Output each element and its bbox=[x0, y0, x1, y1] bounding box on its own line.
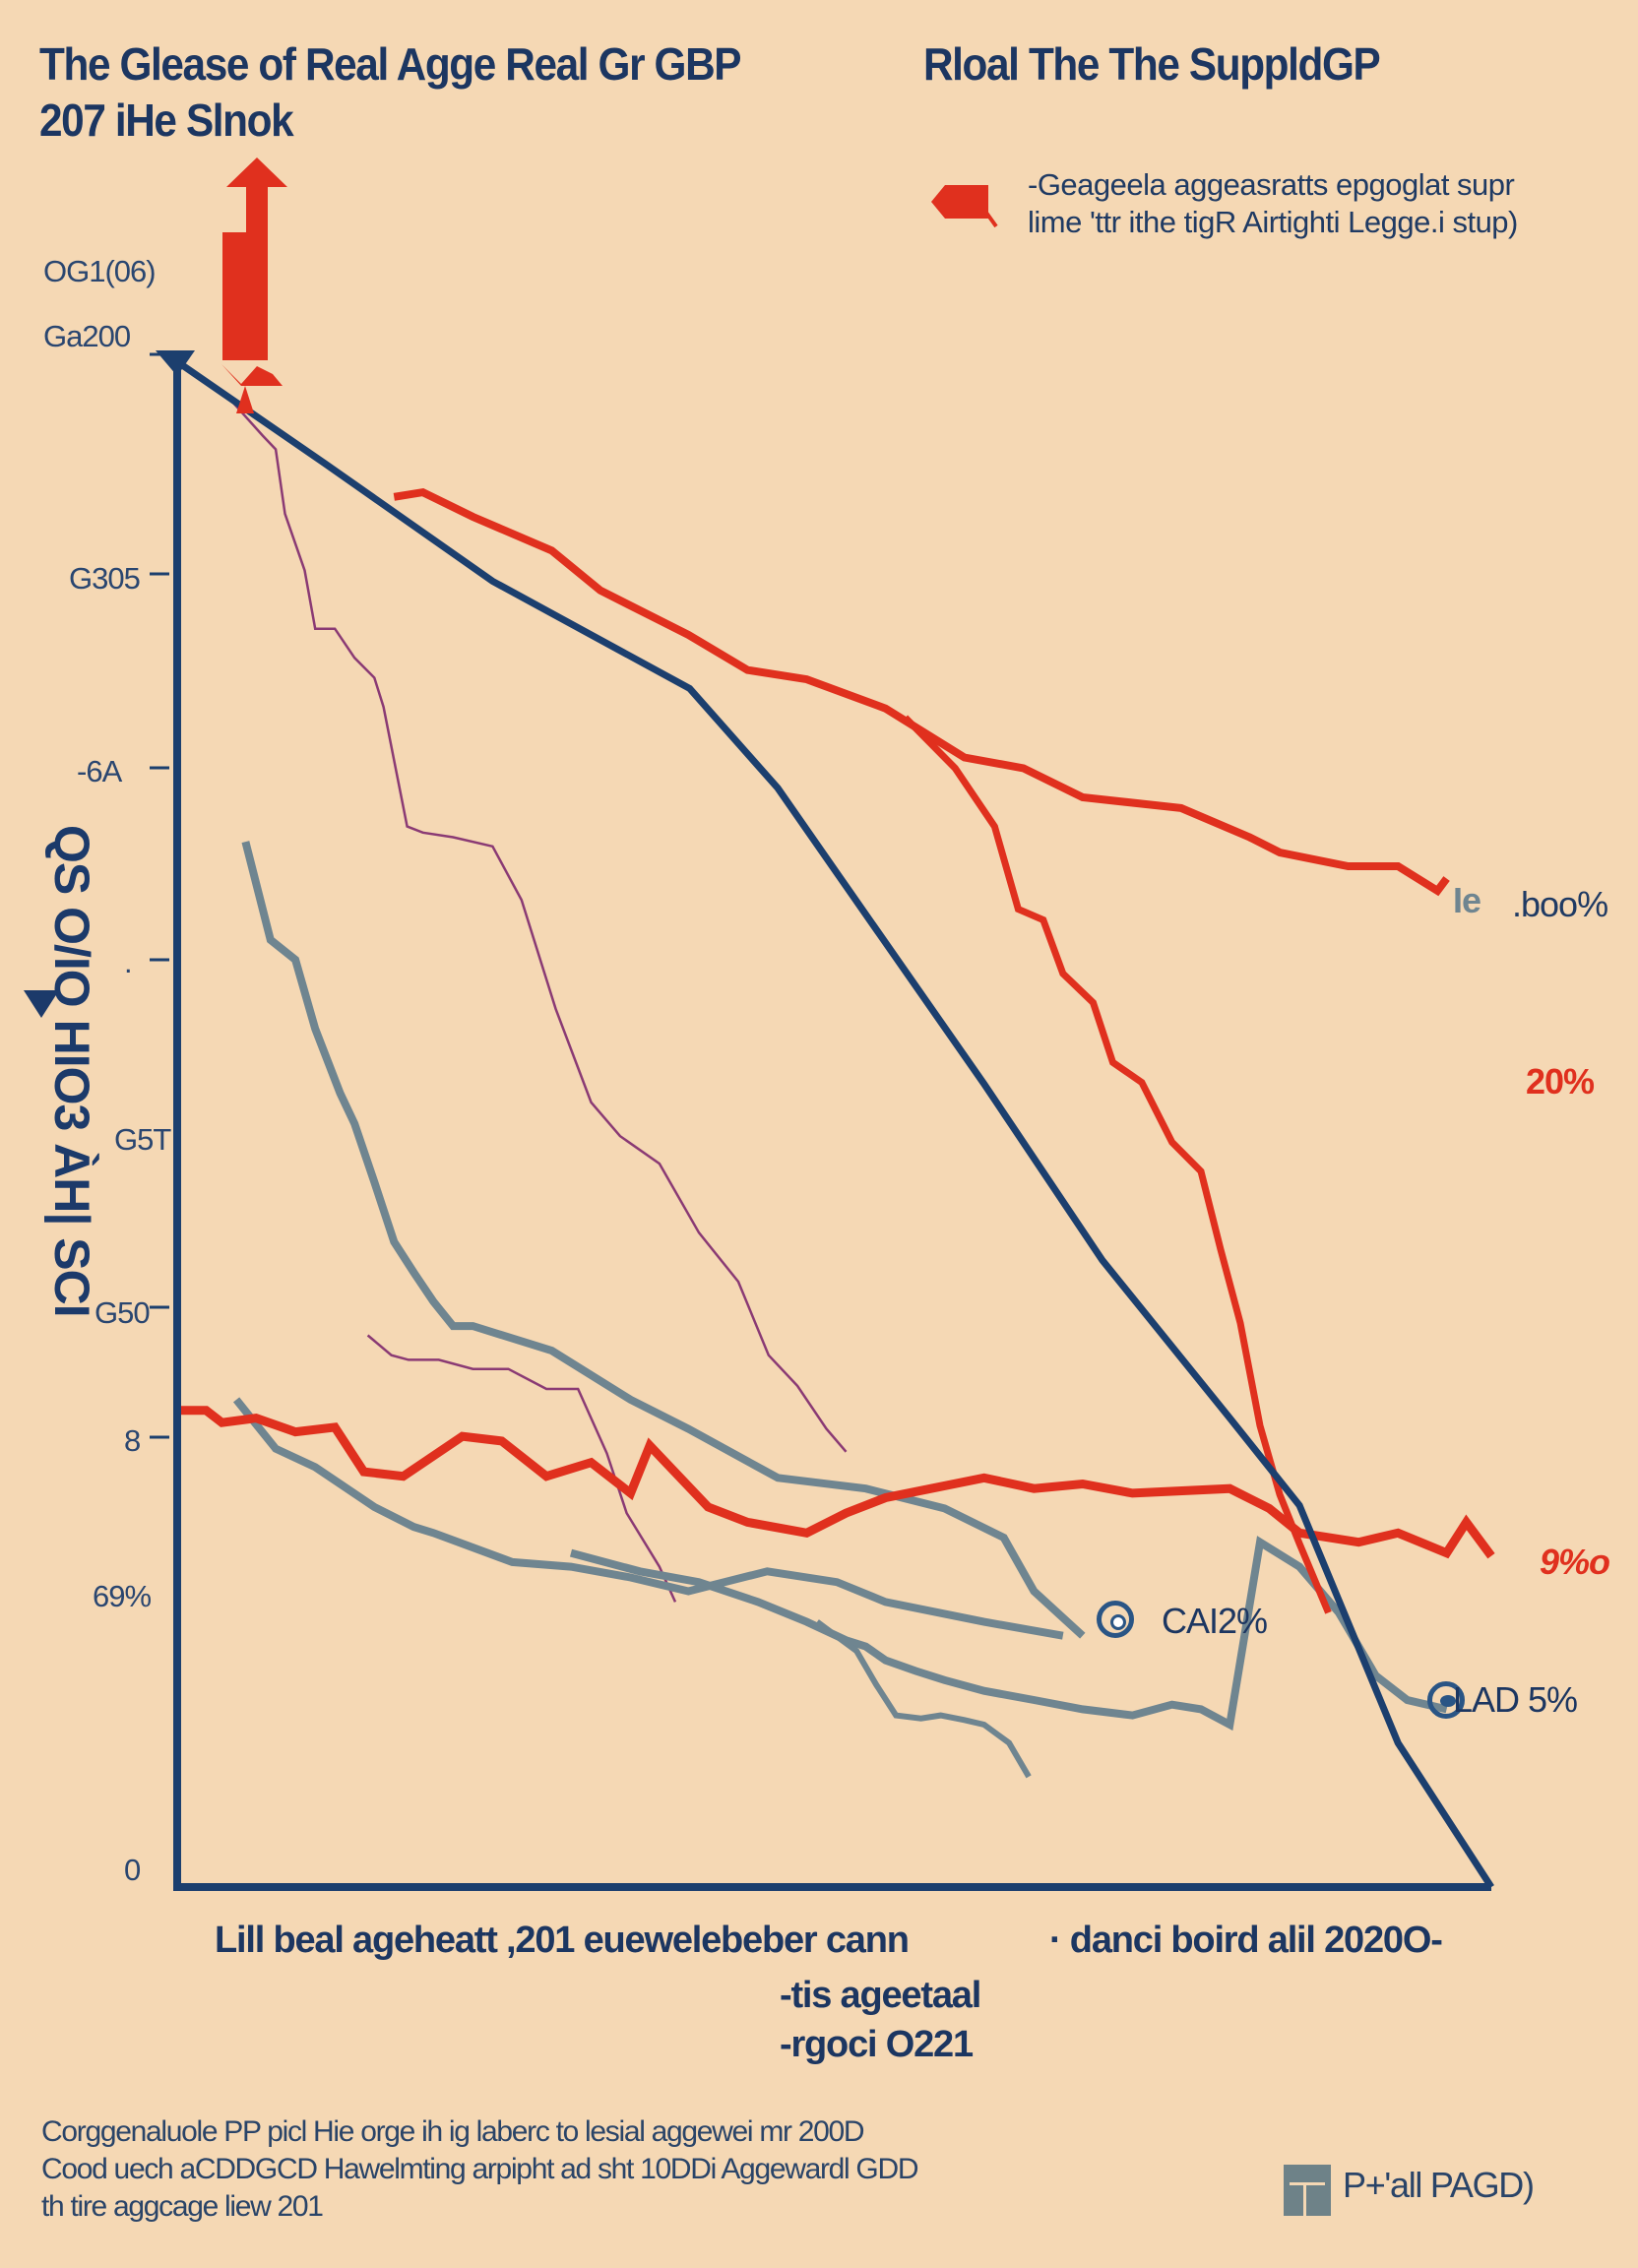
footer-note-line3: th tire aggcage liew 201 bbox=[41, 2190, 324, 2223]
y-tick-label: OG1(06) bbox=[43, 254, 157, 288]
annotation-9pct: 9%o bbox=[1540, 1542, 1610, 1582]
chart-title-line1b: Rloal The The SuppldGP bbox=[923, 38, 1381, 90]
annotation-cai2: CAI2% bbox=[1162, 1601, 1268, 1641]
annotation-ie: Ie bbox=[1453, 880, 1481, 920]
marker-cai-icon bbox=[1097, 1601, 1134, 1638]
chart-title-line1a: The Glease of Real Agge Real Gr GBP bbox=[39, 38, 742, 90]
x-axis-sublabel: -rgoci O221 bbox=[780, 2024, 974, 2065]
series-line-gray-upper bbox=[241, 841, 1086, 1639]
y-tick-label: G50 bbox=[94, 1295, 151, 1330]
chart-title-line2: 207 iHe Slnok bbox=[39, 94, 294, 146]
series-line-red-upper bbox=[393, 487, 1450, 897]
y-tick-label: 8 bbox=[124, 1423, 141, 1458]
x-axis-label: Lill beal ageheatt ,201 euewelebeber can… bbox=[215, 1920, 910, 1961]
series-line-navy-trend bbox=[177, 360, 1494, 1889]
series-line-gray-drop bbox=[815, 1619, 1032, 1779]
marker-lad-icon bbox=[1427, 1681, 1465, 1719]
series-line-gray-lower bbox=[232, 1397, 1064, 1640]
axis-arrow-icon bbox=[156, 350, 195, 376]
annotation-lad5: LAD 5% bbox=[1453, 1679, 1578, 1720]
annotation-20pct: 20% bbox=[1526, 1061, 1595, 1102]
y-tick-label: -6A bbox=[77, 754, 122, 788]
legend-entry-line2: lime 'ttr ithe tigR Airtighti Legge.i st… bbox=[1028, 205, 1518, 239]
footer-note-line2: Cood uech aCDDGCD Hawelmting arpipht ad … bbox=[41, 2153, 919, 2185]
x-axis-sublabel: -tis ageetaal bbox=[780, 1975, 981, 2016]
y-tick-label: 69% bbox=[93, 1579, 152, 1613]
legend-swatch-icon bbox=[931, 183, 998, 228]
y-axis-marker-icon bbox=[24, 990, 59, 1018]
y-tick-label: . bbox=[124, 945, 133, 979]
y-tick-label: 0 bbox=[124, 1853, 141, 1887]
series-line-red-lower bbox=[177, 1406, 1495, 1559]
source-logo-icon bbox=[1284, 2165, 1331, 2216]
x-axis-label-right: · danci boird alil 2020O- bbox=[1049, 1920, 1443, 1961]
y-tick-label: G5T bbox=[114, 1122, 171, 1157]
series-line-gray-tail bbox=[569, 1536, 1448, 1732]
legend-entry-line1: -Geageela aggeasratts epgoglat supr bbox=[1028, 167, 1515, 202]
y-tick-label: G305 bbox=[69, 561, 141, 596]
series-line-red-upper-branch bbox=[903, 715, 1332, 1614]
source-badge: P+'all PAGD) bbox=[1343, 2165, 1535, 2205]
series-line-purple-lower bbox=[366, 1334, 677, 1603]
series-line-purple bbox=[228, 398, 848, 1453]
annotation-boo: .boo% bbox=[1512, 884, 1608, 924]
footer-note-line1: Corggenaluole PP picl Hie orge ih ig lab… bbox=[41, 2115, 865, 2148]
up-down-arrow-icon bbox=[221, 158, 287, 413]
y-tick-label: Ga200 bbox=[43, 319, 131, 353]
